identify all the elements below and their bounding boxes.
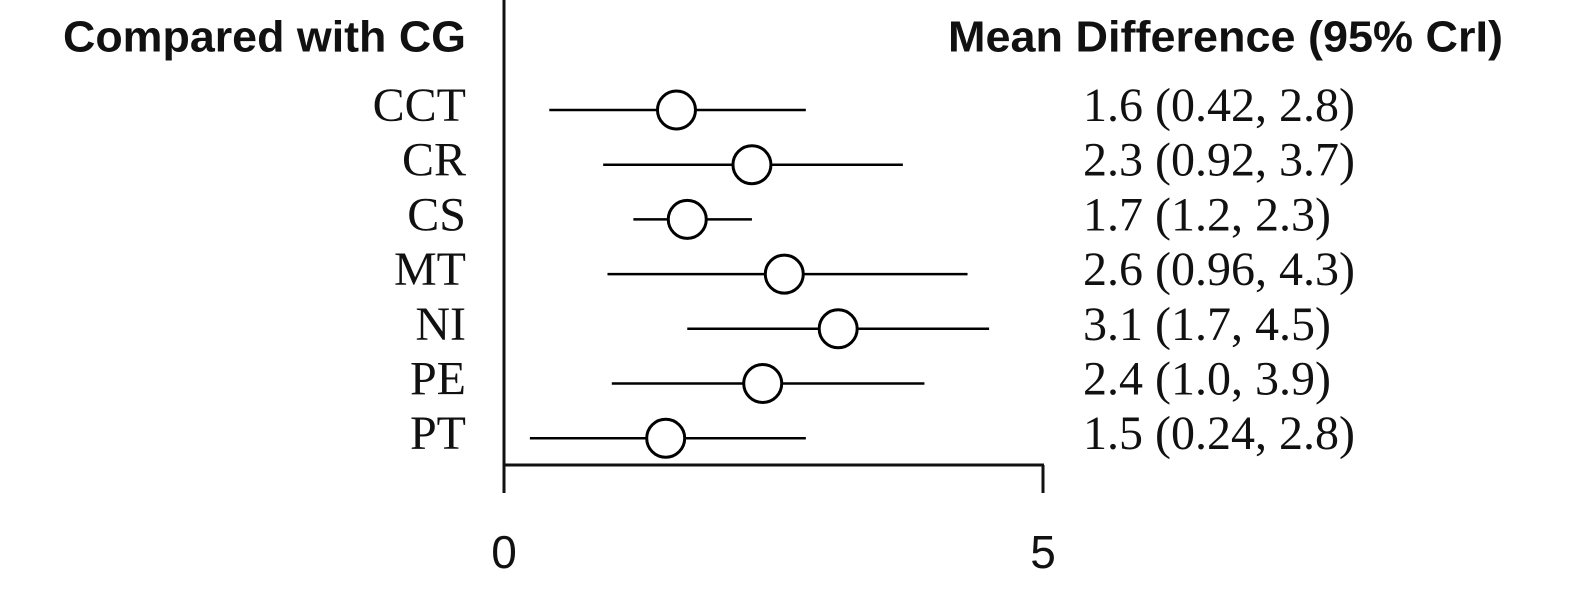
row-label: CCT xyxy=(373,79,466,132)
point-estimate xyxy=(731,144,773,186)
value-label: 2.4 (1.0, 3.9) xyxy=(1083,353,1331,406)
value-label: 1.5 (0.24, 2.8) xyxy=(1083,407,1355,460)
value-label: 1.7 (1.2, 2.3) xyxy=(1083,188,1331,241)
row-label: PE xyxy=(410,353,466,406)
point-estimate xyxy=(817,308,859,350)
x-tick-label: 5 xyxy=(1030,526,1056,578)
row-label: PT xyxy=(410,407,466,460)
point-estimate xyxy=(655,89,697,131)
left-header: Compared with CG xyxy=(63,13,466,62)
value-label: 3.1 (1.7, 4.5) xyxy=(1083,298,1331,351)
row-label: CR xyxy=(402,134,466,187)
x-tick-label: 0 xyxy=(491,526,517,578)
row-label: MT xyxy=(394,243,466,296)
value-label: 1.6 (0.42, 2.8) xyxy=(1083,79,1355,132)
row-label: NI xyxy=(415,298,466,351)
right-header: Mean Difference (95% CrI) xyxy=(948,13,1503,62)
point-estimate xyxy=(763,253,805,295)
row-label: CS xyxy=(407,188,466,241)
value-label: 2.3 (0.92, 3.7) xyxy=(1083,134,1355,187)
point-estimate xyxy=(742,363,784,404)
point-estimate xyxy=(645,417,687,459)
value-label: 2.6 (0.96, 4.3) xyxy=(1083,243,1355,296)
point-estimate xyxy=(666,198,708,240)
